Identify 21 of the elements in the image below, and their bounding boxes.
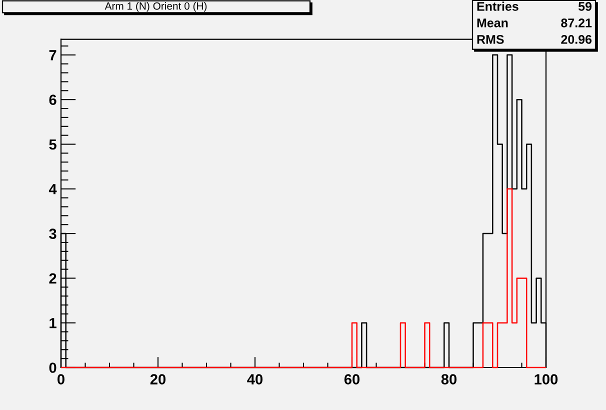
x-tick-label: 40 xyxy=(247,374,263,384)
y-tick-label: 7 xyxy=(49,50,56,60)
x-tick-label: 60 xyxy=(344,374,360,384)
text: 59 xyxy=(578,2,592,11)
x-tick-label: 80 xyxy=(441,374,457,384)
text: 20.96 xyxy=(561,35,592,44)
y-tick-label: 4 xyxy=(48,184,57,194)
annotation: RMS xyxy=(477,35,504,44)
y-tick-label: 6 xyxy=(49,94,56,106)
y-tick-label: 1 xyxy=(50,318,56,328)
x-tick-label: 20 xyxy=(150,374,166,384)
text: Mean xyxy=(477,18,508,28)
x-tick-label: 100 xyxy=(534,374,558,384)
y-tick-label: 5 xyxy=(49,139,56,150)
y-tick-label: 0 xyxy=(49,362,56,373)
text: 87.21 xyxy=(561,18,592,28)
chart-title: Arm 1 (N) Orient 0 (H) xyxy=(104,2,207,12)
text: Entries xyxy=(477,2,518,11)
x-tick-label: 0 xyxy=(58,374,64,384)
y-tick-label: 2 xyxy=(49,273,56,284)
y-tick-label: 3 xyxy=(49,228,56,239)
